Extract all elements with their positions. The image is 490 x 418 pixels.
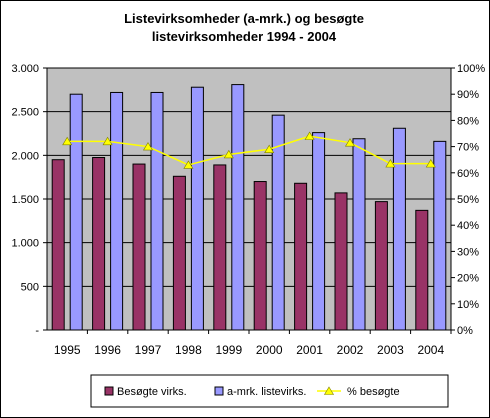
chart-title-line1: Listevirksomheder (a-mrk.) og besøgte bbox=[124, 11, 364, 26]
bar-amrk-1995 bbox=[69, 93, 83, 331]
bar-besogte-2004 bbox=[415, 209, 429, 331]
x-tick-label: 2000 bbox=[256, 343, 283, 357]
marker-pct-1998 bbox=[183, 160, 194, 169]
chart-title-line2: listevirksomheder 1994 - 2004 bbox=[152, 29, 337, 44]
x-tick-label: 2003 bbox=[377, 343, 404, 357]
bar-besogte-1996 bbox=[92, 157, 106, 331]
legend-label-0: Besøgte virks. bbox=[117, 386, 187, 398]
legend-marker-2 bbox=[323, 386, 335, 395]
legend-swatch-0 bbox=[104, 386, 114, 396]
marker-pct-2000 bbox=[264, 144, 275, 154]
bar-besogte-2001 bbox=[294, 182, 308, 331]
marker-pct-2003 bbox=[385, 159, 396, 168]
y-right-tick-label: 70% bbox=[457, 142, 479, 154]
bar-amrk-1998 bbox=[190, 86, 204, 331]
bar-amrk-2002 bbox=[352, 138, 366, 331]
marker-pct-2001 bbox=[304, 131, 315, 140]
bar-besogte-1995 bbox=[51, 159, 65, 331]
y-right-tick-label: 10% bbox=[457, 299, 479, 311]
marker-pct-1996 bbox=[102, 136, 113, 146]
line-pct-besogte bbox=[67, 135, 431, 166]
y-right-tick-label: 80% bbox=[457, 115, 479, 127]
bar-amrk-1996 bbox=[110, 91, 124, 331]
y-left-tick-label: 2.500 bbox=[11, 107, 39, 119]
bar-besogte-1997 bbox=[132, 163, 146, 331]
y-right-tick-label: 0% bbox=[457, 325, 473, 337]
bar-besogte-2000 bbox=[253, 181, 267, 331]
legend-label-1: a-mrk. listevirks. bbox=[227, 386, 306, 398]
y-left-tick-label: 3.000 bbox=[11, 63, 39, 75]
bar-amrk-2001 bbox=[312, 132, 326, 331]
y-right-tick-label: 50% bbox=[457, 194, 479, 206]
bar-amrk-1997 bbox=[150, 91, 164, 331]
bar-amrk-2004 bbox=[433, 140, 447, 331]
legend-label-2: % besøgte bbox=[347, 386, 400, 398]
marker-pct-1997 bbox=[142, 142, 154, 151]
x-tick-label: 1999 bbox=[215, 343, 242, 357]
marker-pct-1995 bbox=[62, 136, 73, 146]
x-tick-label: 2001 bbox=[296, 343, 323, 357]
x-tick-label: 2002 bbox=[337, 343, 364, 357]
bar-besogte-1999 bbox=[213, 164, 227, 331]
x-tick-label: 2004 bbox=[417, 343, 444, 357]
marker-pct-2004 bbox=[425, 159, 436, 168]
x-tick-label: 1998 bbox=[175, 343, 202, 357]
marker-pct-2002 bbox=[344, 138, 356, 147]
y-left-tick-label: 500 bbox=[21, 281, 39, 293]
y-left-tick-label: 1.500 bbox=[11, 194, 39, 206]
bar-besogte-2002 bbox=[334, 192, 348, 331]
bar-amrk-2000 bbox=[271, 114, 285, 331]
y-right-tick-label: 90% bbox=[457, 89, 479, 101]
bar-amrk-2003 bbox=[392, 127, 406, 331]
y-right-tick-label: 60% bbox=[457, 168, 479, 180]
y-right-tick-label: 20% bbox=[457, 273, 479, 285]
bar-besogte-2003 bbox=[374, 201, 388, 331]
x-tick-label: 1996 bbox=[94, 343, 121, 357]
y-left-tick-label: - bbox=[35, 325, 39, 337]
x-tick-label: 1995 bbox=[54, 343, 81, 357]
plot-area: - 500 1.000 1.500 2.000 2.500 3.000 0% 10% 20% 30%… bbox=[11, 63, 485, 357]
legend: Besøgte virks. a-mrk. listevirks. % besøgt… bbox=[90, 374, 449, 408]
legend-swatch-1 bbox=[214, 386, 224, 396]
y-left-tick-label: 2.000 bbox=[11, 150, 39, 162]
y-right-tick-label: 30% bbox=[457, 246, 479, 258]
x-tick-label: 1997 bbox=[135, 343, 162, 357]
y-left-tick-label: 1.000 bbox=[11, 238, 39, 250]
bar-besogte-1998 bbox=[172, 175, 186, 331]
marker-pct-1999 bbox=[223, 149, 234, 159]
y-right-tick-label: 100% bbox=[457, 63, 485, 75]
legend-box bbox=[90, 374, 449, 408]
y-right-tick-label: 40% bbox=[457, 220, 479, 232]
bar-amrk-1999 bbox=[231, 84, 245, 331]
